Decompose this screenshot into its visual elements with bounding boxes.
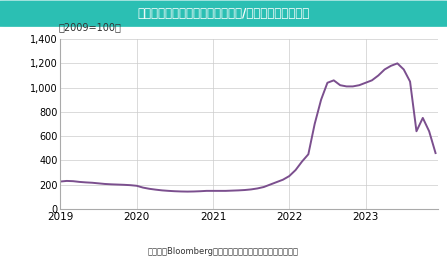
Text: （出所：Bloombergより住友商事グローバリサーチ作成）: （出所：Bloombergより住友商事グローバリサーチ作成） <box>148 247 299 256</box>
FancyBboxPatch shape <box>0 1 447 27</box>
Text: リチウムインデックス　（米ドル/トン建て価格基準）: リチウムインデックス （米ドル/トン建て価格基準） <box>137 7 310 20</box>
Text: （2009=100）: （2009=100） <box>59 22 121 32</box>
